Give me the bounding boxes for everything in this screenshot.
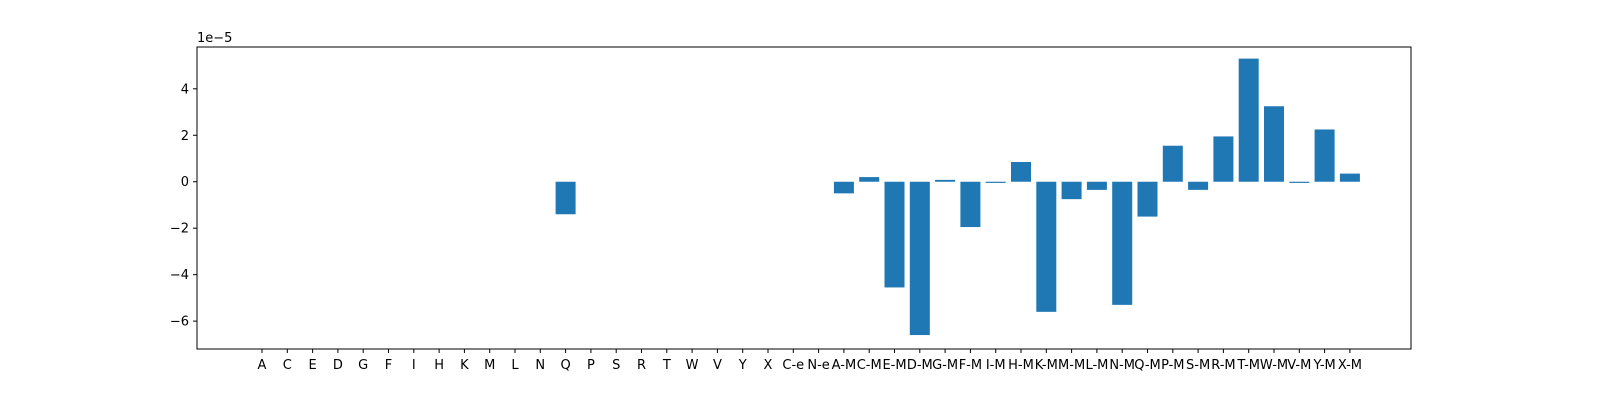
x-tick-label: C: [283, 358, 292, 373]
x-tick-label: D: [333, 358, 343, 373]
y-axis-ticks: −6 −4 −2 0 2 4: [170, 82, 197, 330]
y-tick-label: 2: [181, 129, 189, 144]
x-tick-label: M: [484, 358, 495, 373]
y-tick-label: −2: [170, 222, 189, 237]
y-tick-label: 4: [181, 82, 189, 97]
x-tick-label: N-e: [807, 358, 829, 373]
x-tick-label: Y: [738, 358, 747, 373]
x-tick-label: E: [308, 358, 316, 373]
x-tick-label: L: [511, 358, 519, 373]
bar-X-M: [1339, 173, 1360, 182]
x-tick-label: W-M: [1260, 358, 1288, 373]
x-tick-label: E-M: [882, 358, 906, 373]
x-tick-label: D-M: [907, 358, 933, 373]
x-tick-label: F: [385, 358, 392, 373]
bar-I-M: [985, 181, 1006, 183]
x-tick-label: K: [460, 358, 469, 373]
bar-S-M: [1188, 181, 1209, 190]
x-tick-label: G-M: [932, 358, 958, 373]
y-tick-label: −4: [170, 268, 189, 283]
x-tick-label: L-M: [1085, 358, 1108, 373]
x-tick-label: Q: [560, 358, 570, 373]
x-tick-label: R: [637, 358, 646, 373]
x-tick-label: X-M: [1338, 358, 1362, 373]
x-tick-label: H-M: [1008, 358, 1034, 373]
y-tick-label: −6: [170, 315, 189, 330]
x-tick-label: R-M: [1211, 358, 1235, 373]
x-tick-label: T-M: [1236, 358, 1260, 373]
bar-H-M: [1011, 161, 1031, 182]
x-tick-label: H: [434, 358, 444, 373]
bar-E-M: [884, 181, 905, 288]
x-tick-label: S-M: [1186, 358, 1210, 373]
x-tick-label: X: [764, 358, 773, 373]
x-tick-label: M-M: [1058, 358, 1085, 373]
x-tick-label: K-M: [1035, 358, 1058, 373]
x-tick-label: V: [713, 358, 722, 373]
x-tick-label: F-M: [959, 358, 982, 373]
bar-Y-M: [1314, 129, 1335, 182]
x-axis-ticks: A C E D G F I H K M L N Q P S R T W V Y X C-e N-e A-M C-M E-M D-M G…: [258, 349, 1362, 373]
bar-Q: [555, 181, 576, 215]
x-tick-label: G: [358, 358, 368, 373]
x-tick-label: C-e: [782, 358, 804, 373]
x-tick-label: V-M: [1287, 358, 1311, 373]
bar-V-M: [1289, 181, 1310, 183]
x-tick-label: N-M: [1109, 358, 1135, 373]
bars-group: [555, 58, 1360, 336]
bar-K-M: [1036, 181, 1057, 312]
bar-Q-M: [1137, 181, 1158, 217]
y-scale-label: 1e−5: [197, 31, 232, 46]
bar-P-M: [1162, 145, 1183, 182]
bar-T-M: [1238, 58, 1259, 182]
x-tick-label: A: [258, 358, 267, 373]
bar-G-M: [935, 179, 956, 182]
x-tick-label: N: [535, 358, 545, 373]
x-tick-label: Y-M: [1312, 358, 1335, 373]
bar-R-M: [1213, 136, 1234, 182]
x-tick-label: I-M: [986, 358, 1006, 373]
x-tick-label: W: [686, 358, 699, 373]
x-tick-label: A-M: [832, 358, 857, 373]
bar-L-M: [1086, 181, 1107, 190]
bar-W-M: [1264, 106, 1284, 182]
x-tick-label: T: [662, 358, 671, 373]
bar-D-M: [909, 181, 930, 336]
x-tick-label: Q-M: [1134, 358, 1161, 373]
bar-C-M: [859, 177, 880, 182]
x-tick-label: S: [612, 358, 620, 373]
bar-M-M: [1061, 181, 1082, 200]
y-tick-label: 0: [181, 175, 189, 190]
x-tick-label: C-M: [857, 358, 882, 373]
bar-N-M: [1112, 181, 1133, 305]
x-tick-label: I: [412, 358, 416, 373]
bar-A-M: [833, 181, 854, 194]
plot-frame: [196, 46, 1412, 350]
bar-F-M: [960, 181, 981, 228]
x-tick-label: P: [587, 358, 595, 373]
x-tick-label: P-M: [1161, 358, 1184, 373]
